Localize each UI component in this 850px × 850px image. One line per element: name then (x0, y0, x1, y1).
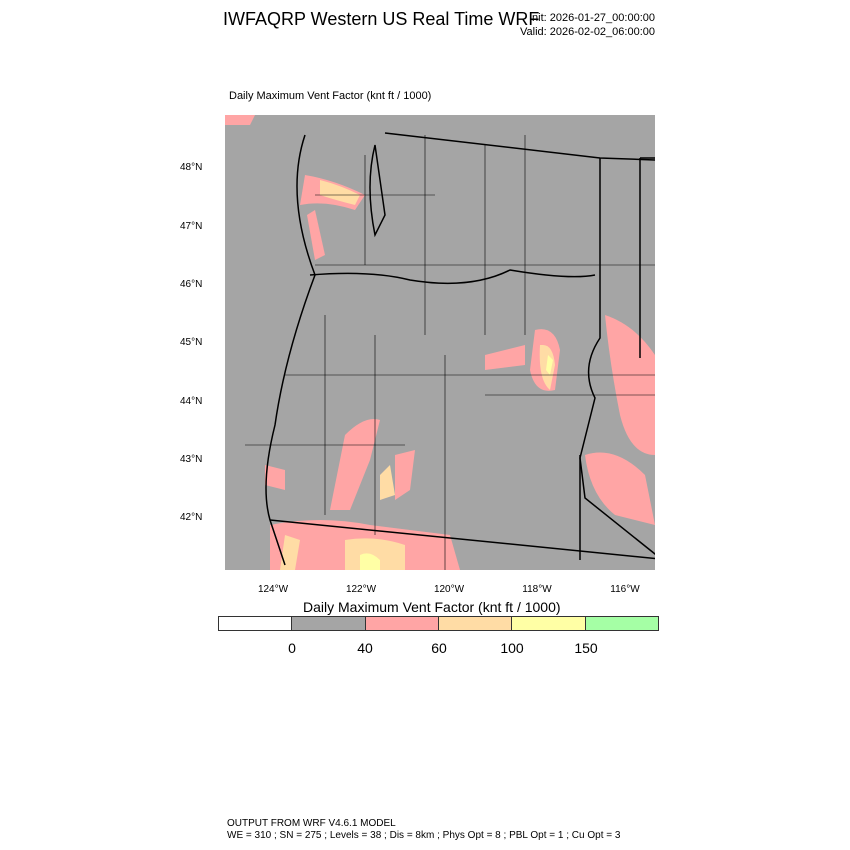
lon-label: 116°W (610, 584, 640, 595)
init-time: Init: 2026-01-27_00:00:00 (529, 12, 655, 24)
lat-label: 48°N (180, 162, 203, 173)
lat-label: 43°N (180, 454, 203, 465)
colorbar-swatch (585, 617, 658, 630)
lat-label: 46°N (180, 279, 203, 290)
colorbar-label: 40 (357, 640, 373, 656)
state-borders (265, 132, 655, 566)
lon-label: 120°W (433, 584, 465, 595)
colorbar-swatch (365, 617, 439, 630)
colorbar-title: Daily Maximum Vent Factor (knt ft / 1000… (303, 599, 561, 615)
colorbar-label: 100 (500, 640, 524, 656)
colorbar-label: 150 (574, 640, 598, 656)
lat-label: 45°N (180, 337, 203, 348)
lat-label: 44°N (180, 396, 203, 407)
lon-label: 124°W (257, 584, 289, 595)
footer-config: WE = 310 ; SN = 275 ; Levels = 38 ; Dis … (227, 830, 621, 841)
wa-or-border (309, 269, 596, 285)
colorbar-label: 60 (431, 640, 447, 656)
colorbar-swatch (512, 617, 586, 630)
vent-factor-map (225, 115, 655, 570)
lon-label: 122°W (345, 584, 377, 595)
lat-label: 47°N (180, 221, 203, 232)
footer-model: OUTPUT FROM WRF V4.6.1 MODEL (227, 818, 396, 829)
vent-100-150-areas (360, 355, 553, 570)
map-subtitle: Daily Maximum Vent Factor (knt ft / 1000… (229, 90, 432, 102)
colorbar-swatch (438, 617, 513, 630)
id-mt-border (639, 157, 655, 358)
colorbar-label: 0 (288, 640, 296, 656)
puget-sound (369, 144, 386, 238)
or-ca-nv-border (269, 519, 655, 560)
colorbar-swatch (219, 617, 293, 630)
valid-time: Valid: 2026-02-02_06:00:00 (520, 26, 655, 38)
colorbar-swatch (292, 617, 366, 630)
colorbar (218, 616, 659, 631)
coastline (265, 134, 316, 566)
or-id-border (579, 158, 655, 555)
county-borders (245, 135, 655, 570)
plot-title: IWFAQRP Western US Real Time WRF (223, 9, 540, 29)
lat-label: 42°N (180, 512, 203, 523)
lon-label: 118°W (522, 584, 552, 595)
